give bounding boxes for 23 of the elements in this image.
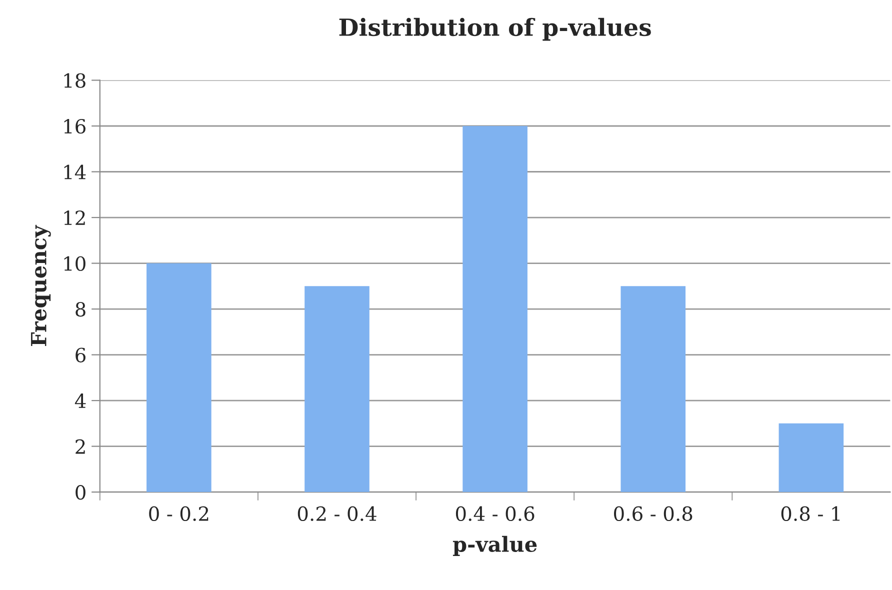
y-tick-label: 0 [76,485,86,500]
y-axis-title: Frequency [31,224,51,346]
chart-title: Distribution of p-values [339,18,651,41]
x-tick-label: 0.2 - 0.4 [298,506,376,521]
x-axis-title: p-value [452,536,537,556]
y-tick-label: 18 [64,73,86,88]
y-tick-label: 10 [64,256,86,271]
x-tick-label: 0 - 0.2 [149,506,208,521]
bar [620,286,686,492]
x-tick-label: 0.6 - 0.8 [614,506,692,521]
y-tick-label: 6 [76,348,86,362]
bar [146,263,212,492]
bar [778,423,844,492]
x-tick-label: 0.8 - 1 [781,506,840,521]
y-tick-label: 4 [74,394,86,408]
y-tick-label: 2 [76,439,85,454]
bar [304,286,370,492]
bar [462,126,528,492]
y-tick-label: 16 [64,118,86,134]
y-tick-label: 12 [64,210,85,225]
y-tick-label: 8 [76,302,86,317]
x-tick-label: 0.4 - 0.6 [456,506,534,521]
y-tick-label: 14 [64,164,86,180]
